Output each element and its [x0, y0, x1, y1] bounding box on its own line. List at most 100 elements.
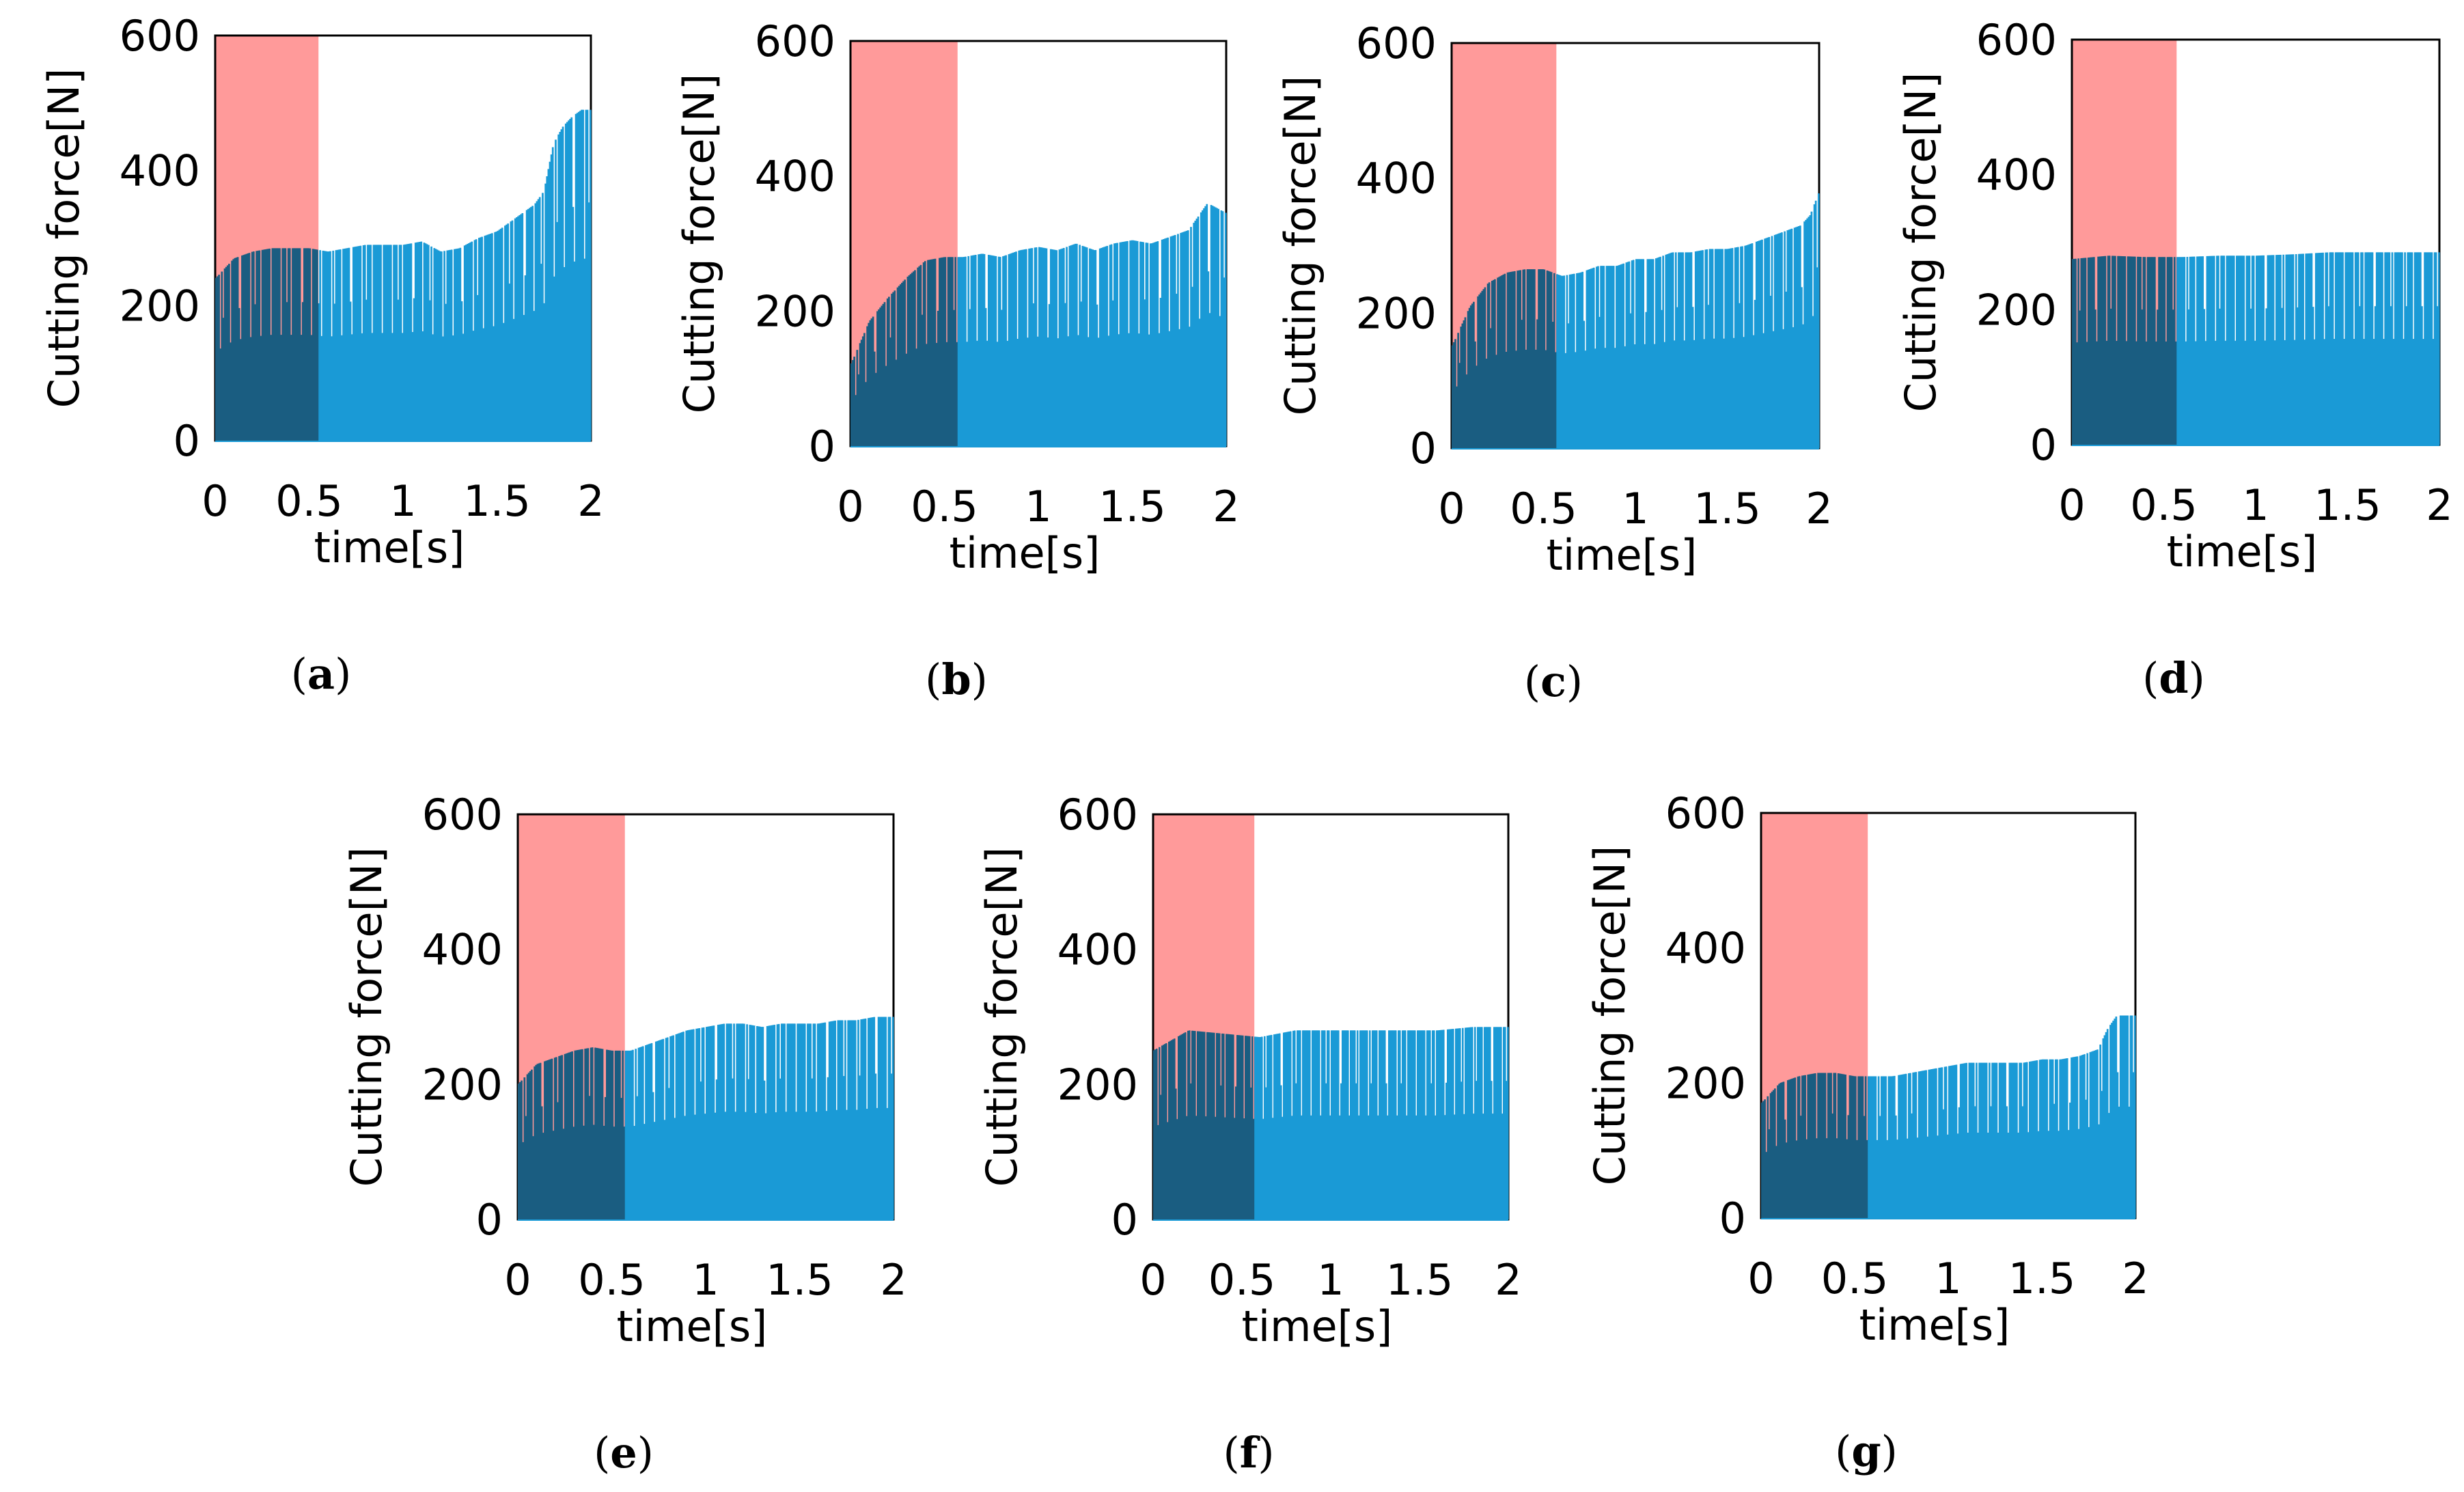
data-bar	[2007, 1132, 2010, 1218]
data-bar	[1911, 1113, 1913, 1218]
data-bar	[1723, 338, 1725, 448]
data-bar	[2437, 252, 2440, 445]
data-bar	[1899, 1075, 1902, 1218]
data-bar	[557, 134, 560, 441]
x-axis-title: time[s]	[1242, 1301, 1393, 1351]
data-bar	[363, 245, 366, 441]
data-bar	[674, 1118, 676, 1219]
data-bar	[1702, 250, 1704, 448]
data-bar	[2050, 1059, 2053, 1218]
data-bar	[1167, 237, 1169, 446]
data-bar	[1135, 240, 1137, 446]
data-bar	[641, 1046, 644, 1219]
data-bar	[1631, 260, 1633, 448]
data-bar	[2275, 255, 2278, 445]
data-bar	[856, 1109, 858, 1219]
data-bar	[358, 246, 361, 441]
data-bar	[792, 1023, 794, 1219]
data-bar	[986, 340, 988, 446]
data-bar	[320, 335, 323, 441]
data-bar	[2010, 1062, 2012, 1218]
panel-caption: (d)	[2142, 653, 2205, 703]
data-bar	[695, 1028, 697, 1219]
data-bar	[1945, 1066, 1948, 1218]
data-bar	[1424, 1030, 1426, 1219]
data-bar	[2271, 255, 2273, 445]
data-bar	[745, 1111, 747, 1219]
data-bar	[1277, 1034, 1279, 1219]
data-bar	[536, 201, 538, 441]
data-bar	[1990, 1106, 1992, 1218]
data-bar	[1764, 238, 1766, 448]
data-bar	[465, 245, 467, 441]
data-bar	[1568, 274, 1571, 448]
data-bar	[867, 1018, 870, 1219]
data-bar	[1903, 1074, 1906, 1218]
x-tick-label: 0	[504, 1255, 531, 1305]
data-bar	[2178, 257, 2180, 445]
data-bar	[1741, 246, 1743, 448]
data-bar	[1730, 248, 1732, 448]
data-bar	[715, 1079, 718, 1219]
data-bar	[1605, 266, 1608, 448]
data-bar	[828, 1021, 831, 1219]
data-bar	[2219, 308, 2221, 445]
data-bar	[2384, 252, 2386, 445]
data-bar	[2109, 1025, 2112, 1218]
data-bar	[1952, 1065, 1955, 1218]
data-bar	[723, 1023, 725, 1219]
data-bar	[1612, 266, 1615, 448]
data-bar	[354, 247, 356, 441]
data-bar	[1474, 1027, 1476, 1219]
data-bar	[1717, 249, 1719, 448]
data-bar	[671, 1036, 673, 1219]
data-bar	[489, 234, 492, 441]
data-bar	[2206, 255, 2209, 445]
y-tick-label: 600	[422, 790, 503, 840]
data-bar	[2072, 1057, 2074, 1218]
data-bar	[775, 1112, 777, 1219]
data-bar	[1607, 266, 1609, 448]
data-bar	[1694, 251, 1697, 448]
data-bar	[2303, 340, 2306, 445]
data-bar	[1880, 1076, 1883, 1218]
data-bar	[880, 1017, 883, 1219]
data-bar	[575, 113, 577, 441]
data-bar	[1961, 1064, 1963, 1218]
data-bar	[628, 1050, 631, 1219]
data-bar	[1048, 304, 1051, 446]
data-bar	[2016, 1062, 2018, 1218]
data-bar	[1258, 1037, 1260, 1219]
data-bar	[1307, 1030, 1310, 1219]
data-bar	[1652, 259, 1655, 448]
data-bar	[2367, 252, 2370, 445]
data-bar	[2330, 252, 2333, 445]
data-bar	[2415, 252, 2418, 445]
data-bar	[2076, 1056, 2079, 1218]
y-tick-label: 0	[174, 416, 200, 466]
data-bar	[406, 244, 408, 441]
data-bar	[2129, 1015, 2132, 1218]
data-bar	[1597, 266, 1599, 448]
data-bar	[346, 248, 349, 441]
data-bar	[2297, 307, 2299, 445]
data-bar	[1661, 309, 1663, 448]
data-bar	[1736, 247, 1739, 448]
data-bar	[1414, 1030, 1416, 1219]
data-bar	[1687, 252, 1690, 448]
data-bar	[2017, 1132, 2019, 1218]
data-bar	[1220, 210, 1223, 446]
data-bar	[719, 1024, 721, 1219]
data-bar	[1882, 1076, 1884, 1218]
data-bar	[1648, 259, 1650, 448]
data-bar	[549, 161, 551, 441]
data-bar	[420, 241, 423, 441]
data-bar	[359, 245, 362, 441]
data-bar	[1260, 1036, 1262, 1219]
data-bar	[1301, 1115, 1303, 1219]
data-bar	[1403, 1030, 1405, 1219]
data-bar	[1096, 304, 1098, 446]
data-bar	[681, 1032, 683, 1219]
data-bar	[2214, 340, 2217, 445]
data-bar	[2203, 309, 2206, 445]
